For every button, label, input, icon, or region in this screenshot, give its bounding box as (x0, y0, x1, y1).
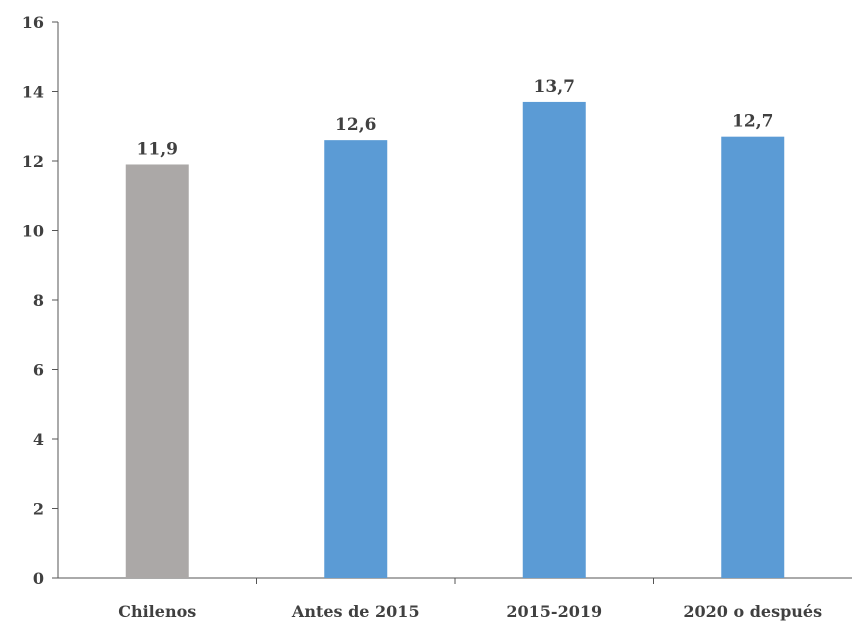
data-labels: 11,9 12,6 13,7 12,7 (137, 77, 774, 160)
x-tick-label: Chilenos (118, 602, 196, 621)
x-tick-label: Antes de 2015 (291, 602, 420, 621)
x-axis: Chilenos Antes de 2015 2015-2019 2020 o des… (58, 577, 852, 621)
y-tick-label: 12 (22, 152, 44, 171)
y-tick-label: 14 (22, 83, 44, 102)
x-tick-label: 2015-2019 (506, 602, 602, 621)
data-label: 12,6 (335, 115, 376, 135)
bar (324, 140, 388, 578)
x-tick-label: 2020 o después (683, 602, 822, 621)
bar (125, 164, 189, 578)
bars (125, 101, 785, 579)
y-tick-label: 8 (33, 291, 44, 310)
y-tick-label: 0 (33, 569, 44, 588)
y-axis: 0 2 4 6 8 10 12 14 16 (22, 13, 59, 588)
bar (522, 101, 586, 579)
y-tick-label: 2 (33, 500, 44, 519)
data-label: 12,7 (732, 112, 773, 132)
y-tick-label: 16 (22, 13, 44, 32)
y-tick-label: 6 (33, 361, 44, 380)
data-label: 13,7 (534, 77, 575, 97)
y-tick-label: 4 (33, 430, 44, 449)
bar (721, 136, 785, 579)
y-tick-label: 10 (22, 222, 44, 241)
data-label: 11,9 (137, 139, 178, 159)
